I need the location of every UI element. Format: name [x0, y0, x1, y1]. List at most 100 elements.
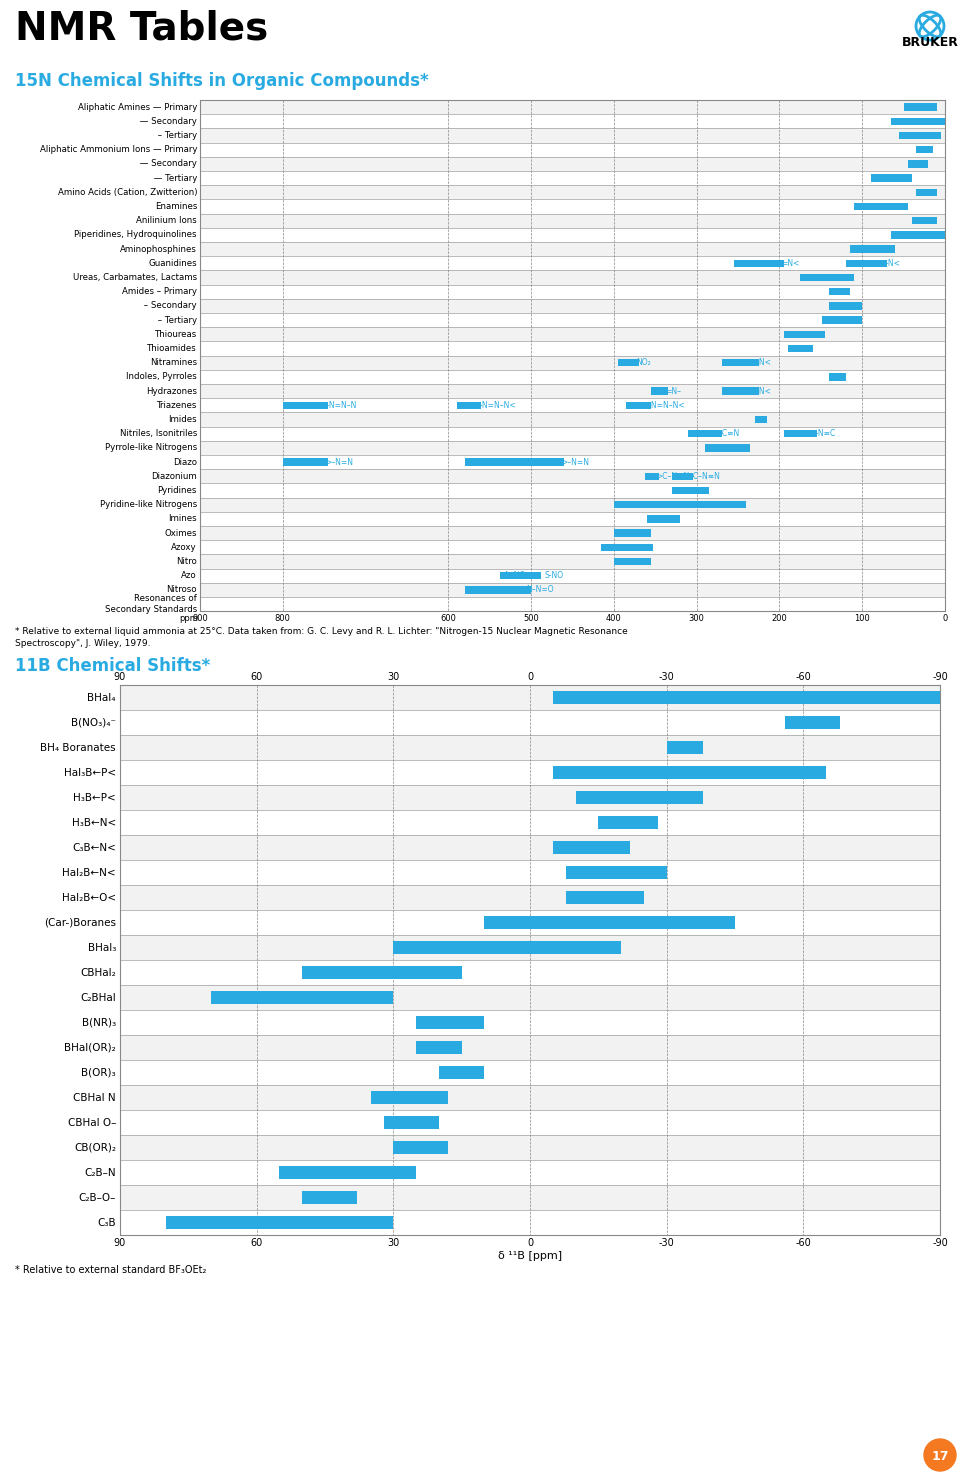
- Bar: [553, 691, 940, 704]
- Bar: [120, 860, 940, 885]
- Bar: [602, 544, 653, 551]
- Bar: [120, 785, 940, 810]
- Text: CBHal O–: CBHal O–: [67, 1118, 116, 1128]
- Bar: [553, 841, 630, 854]
- Bar: [200, 398, 945, 412]
- Bar: [465, 586, 531, 594]
- Bar: [688, 430, 722, 437]
- Bar: [705, 445, 751, 452]
- Text: –C–N≡N: –C–N≡N: [689, 471, 721, 480]
- Text: –N<: –N<: [756, 386, 772, 396]
- Text: -30: -30: [659, 672, 675, 682]
- Text: N–N=O: N–N=O: [527, 585, 554, 595]
- Bar: [722, 359, 758, 367]
- Text: –N=N–N<: –N=N–N<: [647, 401, 685, 409]
- Bar: [200, 455, 945, 470]
- Text: BH₄ Boranates: BH₄ Boranates: [40, 742, 116, 753]
- Bar: [613, 529, 651, 536]
- Text: 60: 60: [251, 1239, 263, 1248]
- Text: * Relative to external standard BF₃OEt₂: * Relative to external standard BF₃OEt₂: [15, 1265, 206, 1276]
- Text: B(OR)₃: B(OR)₃: [82, 1068, 116, 1078]
- Text: =N–: =N–: [665, 386, 681, 396]
- Bar: [120, 1161, 940, 1186]
- Bar: [200, 370, 945, 384]
- Bar: [672, 486, 709, 495]
- Bar: [755, 415, 767, 423]
- Text: –N≡C: –N≡C: [815, 429, 836, 437]
- Bar: [200, 327, 945, 342]
- Bar: [394, 1142, 448, 1153]
- Bar: [200, 511, 945, 526]
- Text: ppm: ppm: [180, 614, 198, 623]
- Text: 30: 30: [387, 672, 399, 682]
- Text: Pyridines: Pyridines: [157, 486, 197, 495]
- Text: –C≡N: –C≡N: [719, 429, 740, 437]
- Bar: [200, 199, 945, 214]
- Text: Azo: Azo: [181, 572, 197, 580]
- Text: Imines: Imines: [168, 514, 197, 523]
- Bar: [871, 174, 912, 181]
- Bar: [416, 1041, 462, 1055]
- Bar: [672, 473, 692, 480]
- Bar: [891, 231, 945, 239]
- Bar: [200, 242, 945, 256]
- Bar: [200, 483, 945, 498]
- Text: 17: 17: [931, 1449, 948, 1463]
- Bar: [733, 259, 783, 267]
- Text: C₂B–O–: C₂B–O–: [79, 1193, 116, 1202]
- Text: Imides: Imides: [168, 415, 197, 424]
- Bar: [916, 189, 937, 196]
- Text: — Secondary: — Secondary: [115, 116, 197, 125]
- Text: 500: 500: [523, 614, 539, 623]
- Bar: [120, 1111, 940, 1136]
- Bar: [200, 597, 945, 611]
- Text: Pyridine-like Nitrogens: Pyridine-like Nitrogens: [100, 501, 197, 510]
- Text: S-NO: S-NO: [544, 572, 564, 580]
- Bar: [908, 161, 928, 168]
- Bar: [439, 1066, 485, 1078]
- Text: 0: 0: [943, 614, 948, 623]
- Bar: [120, 1010, 940, 1036]
- Text: Oximes: Oximes: [164, 529, 197, 538]
- Bar: [120, 1036, 940, 1061]
- Text: – Secondary: – Secondary: [119, 302, 197, 311]
- Text: Nitro: Nitro: [177, 557, 197, 566]
- Text: NO₂: NO₂: [636, 358, 651, 367]
- Bar: [566, 891, 644, 904]
- Text: H₃B←N<: H₃B←N<: [72, 818, 116, 828]
- Text: 600: 600: [441, 614, 456, 623]
- Text: 0: 0: [527, 672, 533, 682]
- Text: 60: 60: [251, 672, 263, 682]
- Bar: [722, 387, 758, 395]
- Text: 100: 100: [854, 614, 870, 623]
- Bar: [200, 384, 945, 398]
- Bar: [302, 1192, 357, 1203]
- Bar: [283, 458, 328, 465]
- Bar: [120, 1086, 940, 1111]
- Text: Ureas, Carbamates, Lactams: Ureas, Carbamates, Lactams: [73, 273, 197, 281]
- Text: C₃B←N<: C₃B←N<: [72, 843, 116, 853]
- Bar: [120, 935, 940, 960]
- Bar: [120, 1136, 940, 1161]
- Bar: [200, 228, 945, 242]
- Bar: [829, 289, 850, 296]
- Text: –N=N–N: –N=N–N: [325, 401, 357, 409]
- Text: –N<: –N<: [756, 358, 772, 367]
- Text: 400: 400: [606, 614, 622, 623]
- Text: NMR Tables: NMR Tables: [15, 10, 268, 49]
- Bar: [783, 430, 817, 437]
- Text: 200: 200: [772, 614, 787, 623]
- Text: Enamines: Enamines: [155, 202, 197, 211]
- Text: δ ¹¹B [ppm]: δ ¹¹B [ppm]: [498, 1251, 562, 1261]
- Bar: [618, 359, 638, 367]
- Text: Hydrazones: Hydrazones: [146, 386, 197, 396]
- Bar: [120, 910, 940, 935]
- Text: B(NR)₃: B(NR)₃: [82, 1018, 116, 1028]
- Bar: [626, 402, 651, 409]
- Bar: [566, 866, 666, 879]
- Text: Hal₂B←N<: Hal₂B←N<: [62, 868, 116, 878]
- Bar: [900, 131, 941, 138]
- Bar: [200, 554, 945, 569]
- Bar: [200, 299, 945, 312]
- Text: – Tertiary: – Tertiary: [132, 315, 197, 324]
